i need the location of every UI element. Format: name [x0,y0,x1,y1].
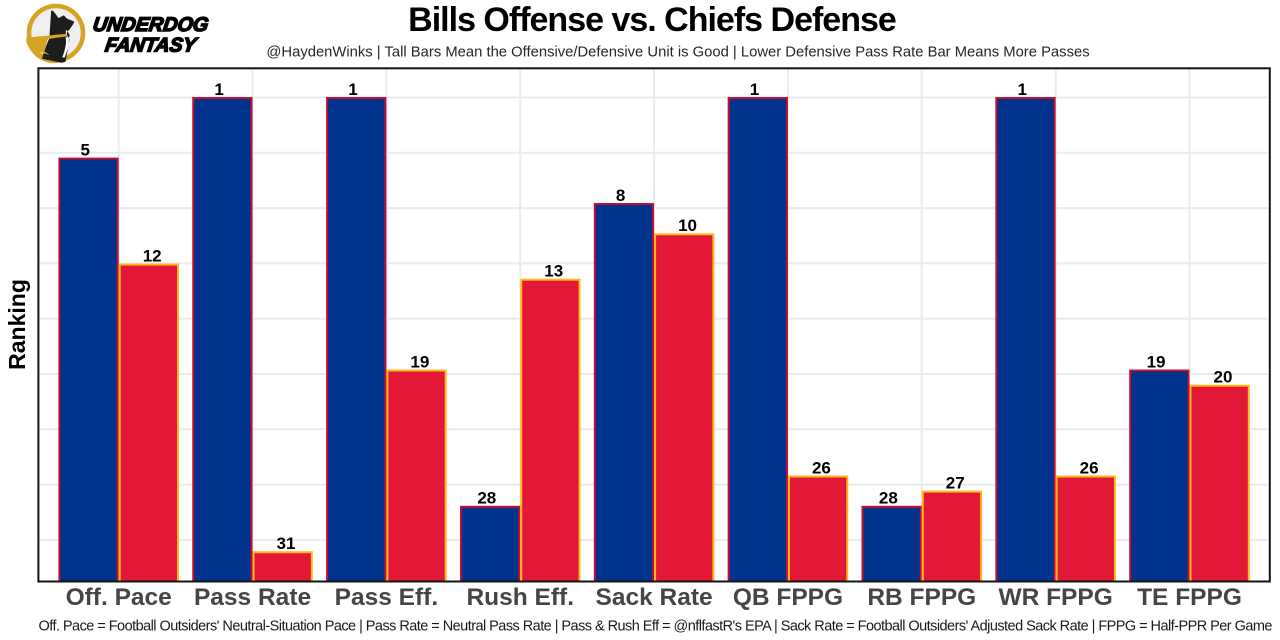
svg-text:1: 1 [348,80,357,99]
svg-text:19: 19 [410,352,429,371]
svg-text:26: 26 [1080,458,1099,477]
svg-text:WR FPPG: WR FPPG [998,584,1112,611]
svg-text:1: 1 [214,80,223,99]
svg-text:Off. Pace: Off. Pace [66,584,172,611]
svg-text:19: 19 [1147,352,1166,371]
svg-text:UNDERDOG: UNDERDOG [91,14,209,36]
svg-text:26: 26 [812,458,831,477]
svg-text:1: 1 [1017,80,1026,99]
svg-text:TE FPPG: TE FPPG [1137,584,1242,611]
svg-text:QB FPPG: QB FPPG [733,584,843,611]
svg-text:27: 27 [946,473,965,492]
svg-text:28: 28 [879,489,898,508]
svg-text:Rush Eff.: Rush Eff. [466,584,574,611]
svg-text:31: 31 [277,534,296,553]
svg-text:13: 13 [544,262,563,281]
svg-text:Sack Rate: Sack Rate [596,584,713,611]
svg-text:28: 28 [477,489,496,508]
svg-text:10: 10 [678,216,697,235]
svg-text:1: 1 [750,80,759,99]
svg-text:12: 12 [143,246,162,265]
svg-text:20: 20 [1213,367,1232,386]
svg-text:8: 8 [616,186,625,205]
svg-text:Pass Rate: Pass Rate [194,584,311,611]
svg-text:Ranking: Ranking [4,279,30,370]
svg-text:@HaydenWinks | Tall Bars Mean: @HaydenWinks | Tall Bars Mean the Offens… [266,45,1089,61]
svg-text:Pass Eff.: Pass Eff. [335,584,439,611]
svg-text:5: 5 [81,140,90,159]
svg-text:Off. Pace = Football Outsiders: Off. Pace = Football Outsiders' Neutral-… [39,618,1273,634]
svg-text:FANTASY: FANTASY [104,35,200,57]
svg-text:RB FPPG: RB FPPG [867,584,976,611]
svg-text:Bills Offense vs. Chiefs Defen: Bills Offense vs. Chiefs Defense [408,1,896,39]
